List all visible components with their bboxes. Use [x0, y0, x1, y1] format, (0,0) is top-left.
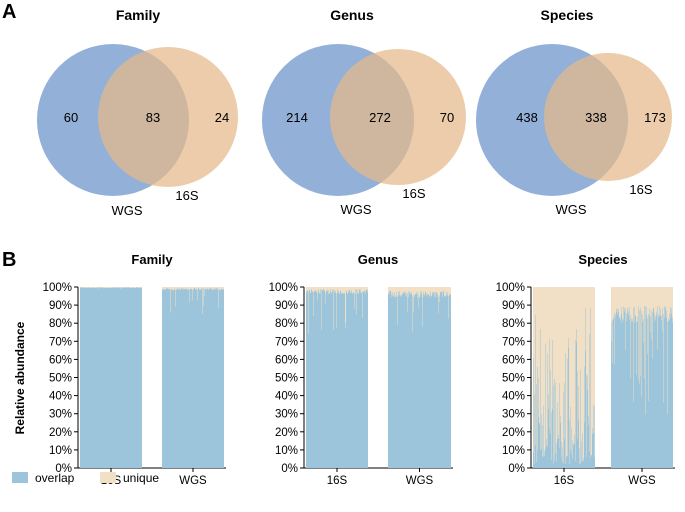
venn-16s-label: 16S [629, 182, 652, 197]
y-tick-label: 70% [49, 336, 72, 348]
bar-overlap-segment [80, 287, 142, 468]
y-tick-label: 60% [49, 354, 72, 366]
venn-16s-circle [544, 53, 672, 181]
venn-overlap-count: 272 [369, 110, 391, 125]
y-tick-label: 70% [502, 336, 525, 348]
venn-16s-circle [98, 47, 238, 187]
y-tick-label: 80% [275, 318, 298, 330]
stacked-bar-charts: Relative abundance Family 0% 10% 20% 30% 40% 50… [13, 252, 675, 487]
venn-16s-circle [330, 49, 466, 185]
y-tick-label: 0% [508, 463, 525, 475]
venn-16s-only-count: 70 [440, 110, 454, 125]
venn-wgs-only-count: 60 [64, 110, 78, 125]
bar-title-family: Family [131, 252, 173, 267]
bar-family-wgs: WGS [162, 287, 224, 487]
y-tick-label: 50% [275, 373, 298, 385]
y-tick-label: 90% [49, 300, 72, 312]
venn-16s-only-count: 173 [644, 110, 666, 125]
y-tick-label: 10% [502, 445, 525, 457]
bar-overlap-segment [306, 288, 368, 468]
venn-title-genus: Genus [330, 7, 374, 23]
x-tick-label: 16S [327, 475, 348, 487]
y-tick-label: 20% [275, 427, 298, 439]
y-tick-label: 10% [49, 445, 72, 457]
bar-species-16s: 16S [533, 287, 595, 487]
venn-family: Family 60 83 24 WGS 16S [37, 7, 238, 218]
y-tick-label: 100% [496, 282, 525, 294]
y-tick-label: 100% [43, 282, 72, 294]
bar-overlap-segment [162, 288, 224, 468]
y-tick-label: 60% [275, 354, 298, 366]
venn-16s-label: 16S [175, 188, 198, 203]
venn-wgs-label: WGS [111, 203, 142, 218]
bar-panel-species: Species 0% 10% 20% 30% 40% 50% 60% 70% 80% 90% 100%… [496, 252, 675, 487]
y-tick-label: 40% [49, 391, 72, 403]
bar-genus-16s: 16S [306, 287, 368, 487]
legend: overlap unique [12, 471, 159, 485]
legend-overlap-swatch [12, 472, 28, 483]
venn-16s-label: 16S [402, 186, 425, 201]
bar-overlap-segment [533, 307, 595, 468]
y-tick-label: 30% [49, 409, 72, 421]
legend-unique-swatch [100, 472, 116, 483]
y-tick-label: 20% [502, 427, 525, 439]
y-tick-label: 50% [502, 373, 525, 385]
bar-title-genus: Genus [358, 252, 398, 267]
bar-species-wgs: WGS [611, 287, 673, 487]
x-tick-label: WGS [628, 475, 656, 487]
bar-overlap-segment [388, 290, 451, 468]
bar-genus-wgs: WGS [388, 287, 451, 487]
legend-unique-label: unique [123, 471, 159, 485]
venn-genus: Genus 214 272 70 WGS 16S [262, 7, 466, 217]
y-tick-label: 80% [49, 318, 72, 330]
venn-16s-only-count: 24 [215, 110, 229, 125]
x-tick-label: 16S [554, 475, 575, 487]
y-tick-label: 90% [275, 300, 298, 312]
y-tick-label: 0% [55, 463, 72, 475]
bar-title-species: Species [578, 252, 627, 267]
x-tick-label: WGS [179, 475, 207, 487]
y-tick-label: 30% [502, 409, 525, 421]
bar-panel-genus: Genus 0% 10% 20% 30% 40% 50% 60% 70% 80% 90% 100% 16… [269, 252, 453, 487]
venn-overlap-count: 338 [585, 110, 607, 125]
y-tick-label: 90% [502, 300, 525, 312]
y-tick-label: 50% [49, 373, 72, 385]
y-axis-label: Relative abundance [13, 321, 27, 434]
panel-label-a: A [2, 1, 16, 23]
y-tick-label: 70% [275, 336, 298, 348]
venn-title-family: Family [116, 7, 161, 23]
legend-overlap-label: overlap [35, 471, 75, 485]
bar-overlap-segment [611, 305, 673, 468]
venn-wgs-label: WGS [340, 202, 371, 217]
venn-title-species: Species [541, 7, 594, 23]
y-tick-label: 60% [502, 354, 525, 366]
bar-panel-family: Family 0% 10% 20% 30% 40% 50% 60% 70% 80% 90% 100% 1… [43, 252, 226, 487]
venn-wgs-label: WGS [555, 202, 586, 217]
panel-label-b: B [2, 249, 16, 271]
y-tick-label: 100% [269, 282, 298, 294]
venn-wgs-only-count: 214 [286, 110, 308, 125]
y-tick-label: 40% [502, 391, 525, 403]
y-tick-label: 0% [281, 463, 298, 475]
y-tick-label: 30% [275, 409, 298, 421]
y-tick-label: 40% [275, 391, 298, 403]
venn-overlap-count: 83 [146, 110, 160, 125]
venn-species: Species 438 338 173 WGS 16S [476, 7, 672, 217]
y-tick-label: 10% [275, 445, 298, 457]
y-tick-label: 20% [49, 427, 72, 439]
venn-wgs-only-count: 438 [516, 110, 538, 125]
y-tick-label: 80% [502, 318, 525, 330]
x-tick-label: WGS [406, 475, 434, 487]
bar-family-16s: 16S [80, 287, 142, 487]
